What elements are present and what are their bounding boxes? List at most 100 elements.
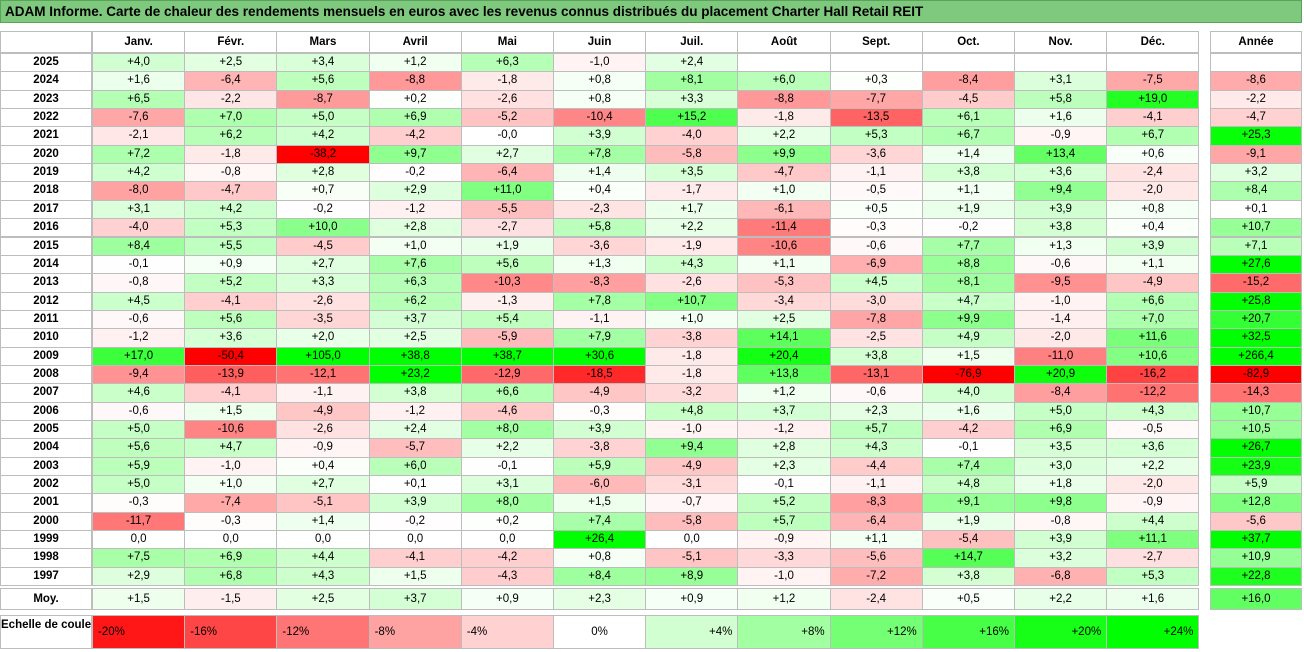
- heatmap-cell: -7,8: [829, 309, 923, 330]
- heatmap-cell: +11,0: [460, 181, 554, 201]
- heatmap-cell: -11,7: [92, 511, 186, 532]
- heatmap-cell: -3,5: [276, 309, 370, 330]
- heatmap-cell: +1,3: [553, 254, 647, 275]
- heatmap-cell: +5,6: [184, 309, 278, 330]
- heatmap-cell: -0,6: [92, 401, 186, 421]
- heatmap-cell: +0,6: [1106, 144, 1200, 165]
- heatmap-cell: +1,5: [368, 566, 462, 587]
- heatmap-cell: +2,9: [368, 181, 462, 201]
- heatmap-cell: -1,1: [276, 383, 370, 403]
- heatmap-cell: +5,2: [737, 493, 831, 513]
- year-label: 2007: [0, 383, 92, 403]
- heatmap-cell: +2,2: [1106, 456, 1200, 477]
- year-label: 2020: [0, 144, 92, 165]
- heatmap-cell: +1,0: [737, 181, 831, 201]
- heatmap-cell: +6,9: [1014, 420, 1108, 440]
- heatmap-cell: +5,0: [1014, 401, 1108, 421]
- heatmap-cell: -4,2: [460, 548, 554, 568]
- heatmap-cell: +10,0: [276, 218, 370, 238]
- heatmap-cell: -8,3: [553, 273, 647, 293]
- heatmap-cell: -3,4: [737, 291, 831, 311]
- heatmap-cell: +3,5: [1014, 438, 1108, 458]
- heatmap-cell: +9,1: [921, 493, 1015, 513]
- annual-header: Année: [1210, 31, 1302, 53]
- heatmap-cell: -4,7: [737, 163, 831, 183]
- heatmap-cell: -0,6: [829, 236, 923, 256]
- heatmap-cell: +4,4: [276, 548, 370, 568]
- heatmap-cell: -3,3: [737, 548, 831, 568]
- year-label: 2017: [0, 199, 92, 220]
- heatmap-cell: +1,9: [921, 511, 1015, 532]
- heatmap-cell: +3,8: [1014, 218, 1108, 238]
- year-label: 2024: [0, 71, 92, 91]
- heatmap-cell: +1,6: [921, 401, 1015, 421]
- annual-cell: +10,9: [1210, 548, 1302, 568]
- year-label: 2004: [0, 438, 92, 458]
- year-label: 2000: [0, 511, 92, 532]
- heatmap-cell: -9,5: [1014, 273, 1108, 293]
- heatmap-cell: +7,6: [368, 254, 462, 275]
- heatmap-cell: +4,7: [184, 438, 278, 458]
- heatmap-cell: -0,2: [276, 199, 370, 220]
- heatmap-cell: +5,2: [184, 273, 278, 293]
- heatmap-cell: +3,9: [1106, 236, 1200, 256]
- heatmap-cell: -6,8: [1014, 566, 1108, 587]
- heatmap-cell: +8,9: [645, 566, 739, 587]
- heatmap-cell: [737, 53, 831, 73]
- heatmap-cell: +4,0: [921, 383, 1015, 403]
- heatmap-cell: -12,2: [1106, 383, 1200, 403]
- heatmap-cell: +5,4: [460, 309, 554, 330]
- color-scale-swatch: +12%: [829, 615, 923, 649]
- heatmap-cell: +7,8: [553, 144, 647, 165]
- heatmap-cell: +6,1: [921, 108, 1015, 128]
- heatmap-cell: +6,3: [368, 273, 462, 293]
- heatmap-cell: +6,8: [184, 566, 278, 587]
- heatmap-cell: -11,4: [737, 218, 831, 238]
- average-cell: +1,2: [737, 588, 831, 611]
- heatmap-cell: +30,6: [553, 346, 647, 366]
- heatmap-cell: +0,8: [553, 89, 647, 110]
- average-cell: +1,6: [1106, 588, 1200, 611]
- heatmap-cell: -1,1: [829, 475, 923, 495]
- heatmap-cell: +2,4: [368, 420, 462, 440]
- heatmap-cell: -0,7: [645, 493, 739, 513]
- month-header: Juin: [553, 31, 647, 53]
- heatmap-cell: +6,2: [184, 126, 278, 146]
- heatmap-cell: +4,0: [92, 53, 186, 73]
- heatmap-cell: +4,2: [184, 199, 278, 220]
- heatmap-cell: -8,0: [92, 181, 186, 201]
- heatmap-cell: -2,1: [92, 126, 186, 146]
- heatmap-cell: +3,6: [1014, 163, 1108, 183]
- heatmap-cell: -13,1: [829, 364, 923, 385]
- heatmap-cell: +7,7: [921, 236, 1015, 256]
- heatmap-cell: +1,2: [368, 53, 462, 73]
- heatmap-cell: +4,5: [829, 273, 923, 293]
- annual-cell: -14,3: [1210, 383, 1302, 403]
- heatmap-cell: +5,6: [276, 71, 370, 91]
- heatmap-cell: +9,9: [921, 309, 1015, 330]
- annual-cell: +22,8: [1210, 566, 1302, 587]
- heatmap-cell: +2,8: [276, 163, 370, 183]
- annual-cell: -15,2: [1210, 273, 1302, 293]
- heatmap-cell: +0,4: [553, 181, 647, 201]
- heatmap-cell: -5,9: [460, 328, 554, 348]
- heatmap-cell: -1,8: [645, 346, 739, 366]
- heatmap-cell: +2,2: [460, 438, 554, 458]
- month-header: Mars: [276, 31, 370, 53]
- heatmap-cell: -1,2: [368, 199, 462, 220]
- heatmap-cell: +20,9: [1014, 364, 1108, 385]
- heatmap-cell: +5,3: [829, 126, 923, 146]
- month-header: Avril: [368, 31, 462, 53]
- heatmap-cell: -50,4: [184, 346, 278, 366]
- annual-cell: +10,7: [1210, 218, 1302, 238]
- heatmap-cell: +2,3: [737, 456, 831, 477]
- heatmap-cell: -4,9: [645, 456, 739, 477]
- heatmap-cell: -0,1: [921, 438, 1015, 458]
- heatmap-cell: +4,7: [921, 291, 1015, 311]
- heatmap-cell: -1,8: [184, 144, 278, 165]
- annual-cell: +5,9: [1210, 475, 1302, 495]
- heatmap-cell: +6,5: [92, 89, 186, 110]
- heatmap-cell: +4,2: [92, 163, 186, 183]
- heatmap-cell: +3,1: [92, 199, 186, 220]
- heatmap-cell: +2,7: [276, 254, 370, 275]
